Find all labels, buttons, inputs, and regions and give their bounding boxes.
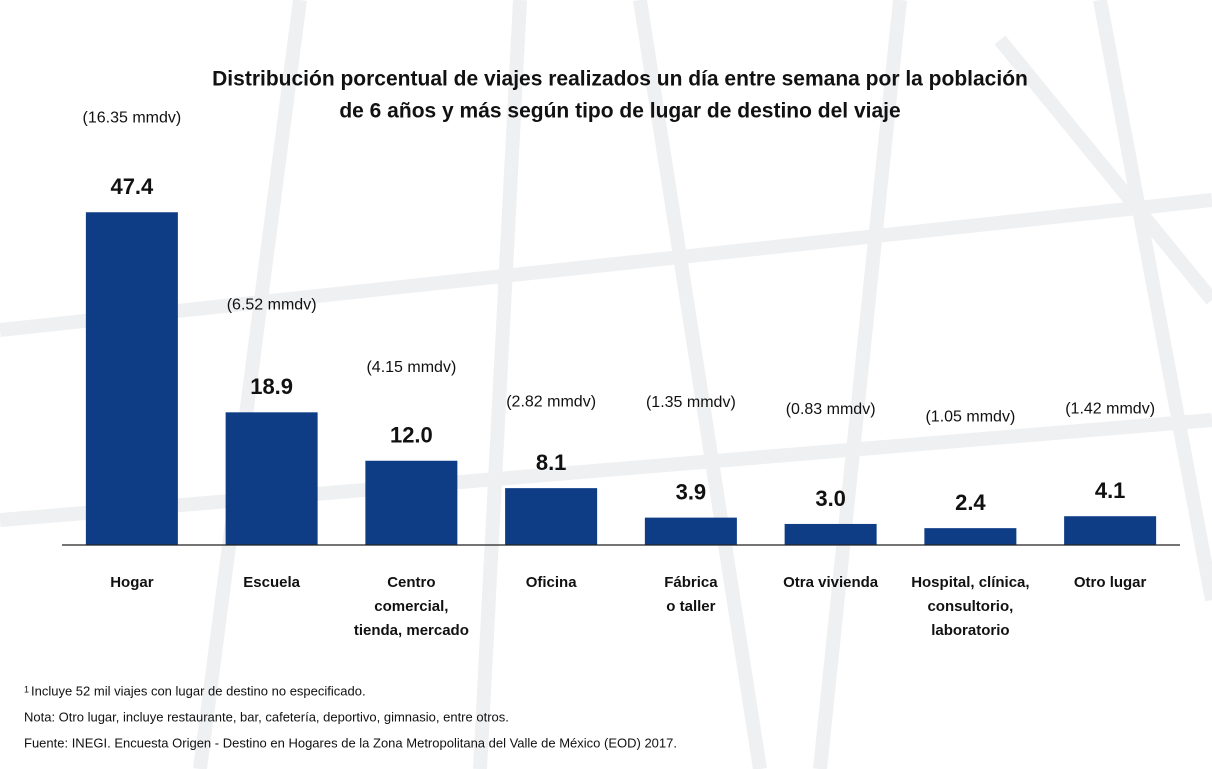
x-tick-label: tienda, mercado	[354, 622, 469, 639]
value-label: 18.9	[250, 374, 293, 399]
bar	[1064, 516, 1157, 545]
x-tick-label: Hogar	[110, 574, 154, 591]
annotation: (2.82 mmdv)	[506, 393, 596, 410]
bar	[644, 517, 737, 545]
note: Incluye 52 mil viajes con lugar de desti…	[31, 683, 366, 698]
annotation: (1.05 mmdv)	[925, 408, 1015, 425]
annotation: (1.42 mmdv)	[1065, 400, 1155, 417]
x-tick-label: Hospital, clínica,	[911, 574, 1029, 591]
bar	[784, 523, 877, 545]
note: Fuente: INEGI. Encuesta Origen - Destino…	[24, 735, 677, 750]
value-label: 12.0	[390, 423, 433, 448]
annotation: (4.15 mmdv)	[366, 359, 456, 376]
bar	[225, 412, 318, 545]
bar	[505, 488, 598, 545]
value-label: 3.9	[676, 479, 707, 504]
x-tick-label: Oficina	[526, 574, 578, 591]
x-tick-label: Escuela	[243, 574, 300, 591]
x-tick-label: Otra vivienda	[783, 574, 879, 591]
bar	[924, 528, 1017, 545]
bar	[85, 212, 178, 545]
x-tick-label: o taller	[666, 598, 715, 615]
chart-title: Distribución porcentual de viajes realiz…	[212, 68, 1028, 91]
footnote-marker: 1	[24, 684, 29, 694]
x-tick-label: comercial,	[374, 598, 448, 615]
bar	[365, 460, 458, 545]
x-tick-label: Centro	[387, 574, 435, 591]
annotation: (1.35 mmdv)	[646, 394, 736, 411]
annotation: (16.35 mmdv)	[83, 109, 182, 126]
value-label: 3.0	[815, 486, 846, 511]
x-tick-label: Otro lugar	[1074, 574, 1147, 591]
value-label: 2.4	[955, 490, 986, 515]
chart-title: de 6 años y más según tipo de lugar de d…	[339, 100, 900, 123]
annotation: (6.52 mmdv)	[227, 297, 317, 314]
x-tick-label: consultorio,	[927, 598, 1013, 615]
value-label: 47.4	[110, 174, 154, 199]
value-label: 8.1	[536, 450, 567, 475]
annotation: (0.83 mmdv)	[786, 401, 876, 418]
x-tick-label: laboratorio	[931, 622, 1009, 639]
value-label: 4.1	[1095, 478, 1126, 503]
note: Nota: Otro lugar, incluye restaurante, b…	[24, 709, 509, 724]
x-tick-label: Fábrica	[664, 574, 718, 591]
